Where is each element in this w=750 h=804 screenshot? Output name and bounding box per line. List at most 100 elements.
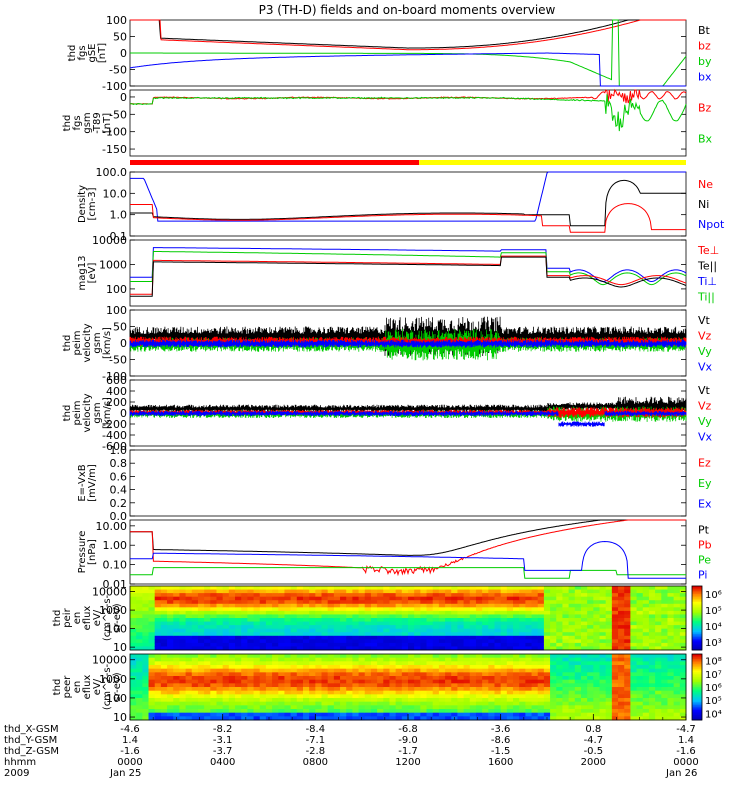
spectrogram-cell xyxy=(333,683,341,688)
spectrogram-cell xyxy=(284,676,292,681)
spectrogram-cell xyxy=(432,709,440,714)
spectrogram-cell xyxy=(352,709,360,714)
spectrogram-cell xyxy=(130,635,137,640)
spectrogram-cell xyxy=(531,628,539,633)
spectrogram-cell xyxy=(630,596,638,601)
colorbar-segment xyxy=(692,600,702,603)
spectrogram-cell xyxy=(661,600,668,605)
spectrogram-cell xyxy=(562,676,570,681)
spectrogram-cell xyxy=(525,603,533,608)
y-tick-label: 0.4 xyxy=(110,484,128,497)
spectrogram-cell xyxy=(414,607,421,612)
spectrogram-cell xyxy=(321,603,329,608)
spectrogram-cell xyxy=(679,665,687,670)
spectrogram-cell xyxy=(191,687,199,692)
spectrogram-cell xyxy=(222,698,230,703)
x-column-value: 1.4 xyxy=(122,735,138,746)
spectrogram-cell xyxy=(543,635,551,640)
legend-entry: Ex xyxy=(698,498,712,511)
colorbar-segment xyxy=(692,668,702,671)
spectrogram-cell xyxy=(142,635,150,640)
spectrogram-cell xyxy=(142,596,150,601)
spectrogram-cell xyxy=(185,676,193,681)
spectrogram-cell xyxy=(648,690,656,695)
spectrogram-cell xyxy=(333,705,341,710)
spectrogram-cell xyxy=(173,672,180,677)
spectrogram-cell xyxy=(543,621,551,626)
spectrogram-cell xyxy=(414,614,421,619)
spectrogram-cell xyxy=(364,600,372,605)
spectrogram-cell xyxy=(469,672,477,677)
spectrogram-cell xyxy=(562,709,570,714)
spectrogram-cell xyxy=(445,639,452,644)
spectrogram-cell xyxy=(253,716,261,721)
y-tick-label: 1.0 xyxy=(110,209,128,222)
spectrogram-cell xyxy=(241,610,248,615)
spectrogram-cell xyxy=(148,614,156,619)
spectrogram-cell xyxy=(482,646,489,651)
mode-bar-segment xyxy=(130,160,420,165)
spectrogram-cell xyxy=(420,716,428,721)
spectrogram-cell xyxy=(173,694,180,699)
spectrogram-cell xyxy=(185,687,193,692)
spectrogram-cell xyxy=(673,603,681,608)
spectrogram-cell xyxy=(364,709,372,714)
y-tick-label: -100 xyxy=(102,126,127,139)
spectrogram-cell xyxy=(537,610,545,615)
spectrogram-cell xyxy=(185,698,193,703)
spectrogram-cell xyxy=(414,603,421,608)
spectrogram-cell xyxy=(197,607,205,612)
spectrogram-cell xyxy=(389,646,397,651)
spectrogram-cell xyxy=(414,586,421,591)
spectrogram-cell xyxy=(513,593,520,598)
colorbar-segment xyxy=(692,688,702,691)
spectrogram-cell xyxy=(228,614,236,619)
spectrogram-cell xyxy=(148,593,156,598)
spectrogram-cell xyxy=(228,618,236,623)
spectrogram-cell xyxy=(500,665,508,670)
spectrogram-cell xyxy=(432,676,440,681)
spectrogram-cell xyxy=(420,618,428,623)
spectrogram-cell xyxy=(574,618,582,623)
spectrogram-cell xyxy=(389,610,397,615)
spectrogram-cell xyxy=(290,600,298,605)
spectrogram-cell xyxy=(580,654,588,659)
spectrogram-cell xyxy=(494,614,502,619)
spectrogram-cell xyxy=(636,610,644,615)
spectrogram-cell xyxy=(204,701,211,706)
spectrogram-cell xyxy=(167,709,174,714)
spectrogram-cell xyxy=(580,668,588,673)
spectrogram-cell xyxy=(253,679,261,684)
spectrogram-cell xyxy=(667,600,675,605)
spectrogram-cell xyxy=(525,600,533,605)
spectrogram-cell xyxy=(414,657,421,662)
spectrogram-cell xyxy=(265,694,273,699)
spectrogram-cell xyxy=(679,694,687,699)
spectrogram-cell xyxy=(179,621,187,626)
spectrogram-cell xyxy=(370,690,378,695)
spectrogram-cell xyxy=(197,628,205,633)
spectrogram-cell xyxy=(222,610,230,615)
spectrogram-cell xyxy=(253,657,261,662)
spectrogram-cell xyxy=(265,607,273,612)
spectrogram-cell xyxy=(241,698,248,703)
spectrogram-cell xyxy=(599,586,607,591)
spectrogram-cell xyxy=(599,600,607,605)
spectrogram-cell xyxy=(204,589,211,594)
spectrogram-cell xyxy=(358,698,366,703)
spectrogram-cell xyxy=(377,672,384,677)
spectrogram-cell xyxy=(395,705,403,710)
spectrogram-cell xyxy=(302,657,310,662)
spectrogram-cell xyxy=(284,709,292,714)
colorbar-segment xyxy=(692,606,702,609)
spectrogram-cell xyxy=(574,705,582,710)
spectrogram-cell xyxy=(469,701,477,706)
spectrogram-cell xyxy=(364,639,372,644)
spectrogram-cell xyxy=(204,665,211,670)
spectrogram-cell xyxy=(130,676,137,681)
spectrogram-cell xyxy=(673,628,681,633)
spectrogram-cell xyxy=(160,694,168,699)
spectrogram-cell xyxy=(377,657,384,662)
spectrogram-cell xyxy=(346,672,353,677)
x-column-value: 2000 xyxy=(581,757,606,768)
